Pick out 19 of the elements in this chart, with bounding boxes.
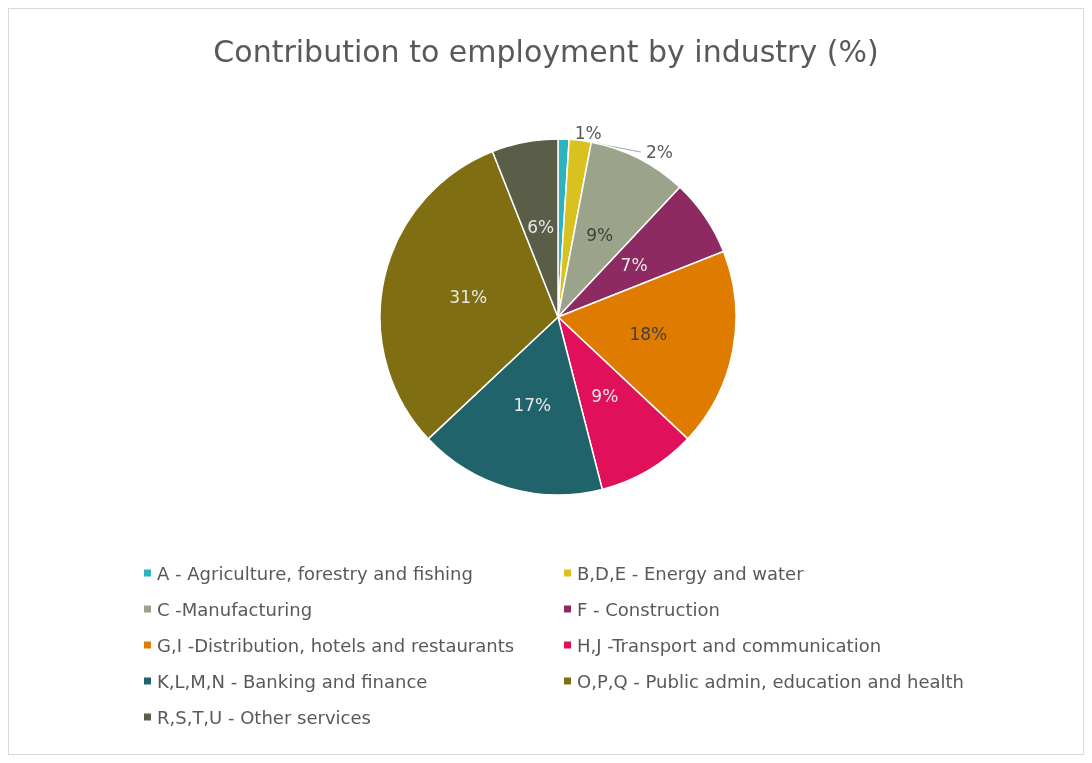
data-label: 9% bbox=[586, 225, 614, 246]
data-label: 6% bbox=[527, 216, 555, 237]
data-label: 31% bbox=[449, 286, 488, 307]
legend-label: H,J -Transport and communication bbox=[577, 634, 882, 656]
legend-label: G,I -Distribution, hotels and restaurants bbox=[157, 634, 515, 656]
legend-label: K,L,M,N - Banking and finance bbox=[157, 670, 428, 692]
data-label: 1% bbox=[574, 123, 602, 144]
chart-title: Contribution to employment by industry (%) bbox=[213, 33, 879, 69]
data-label: 17% bbox=[513, 395, 552, 416]
legend-label: A - Agriculture, forestry and fishing bbox=[157, 562, 473, 584]
legend-label: O,P,Q - Public admin, education and health bbox=[577, 670, 965, 692]
data-label: 9% bbox=[591, 386, 619, 407]
legend-label: R,S,T,U - Other services bbox=[157, 706, 371, 728]
legend-label: F - Construction bbox=[577, 598, 720, 620]
data-label: 2% bbox=[646, 142, 674, 163]
data-label: 18% bbox=[629, 324, 668, 345]
legend-label: C -Manufacturing bbox=[157, 598, 313, 620]
legend-label: B,D,E - Energy and water bbox=[577, 562, 805, 584]
data-label: 7% bbox=[620, 255, 648, 276]
